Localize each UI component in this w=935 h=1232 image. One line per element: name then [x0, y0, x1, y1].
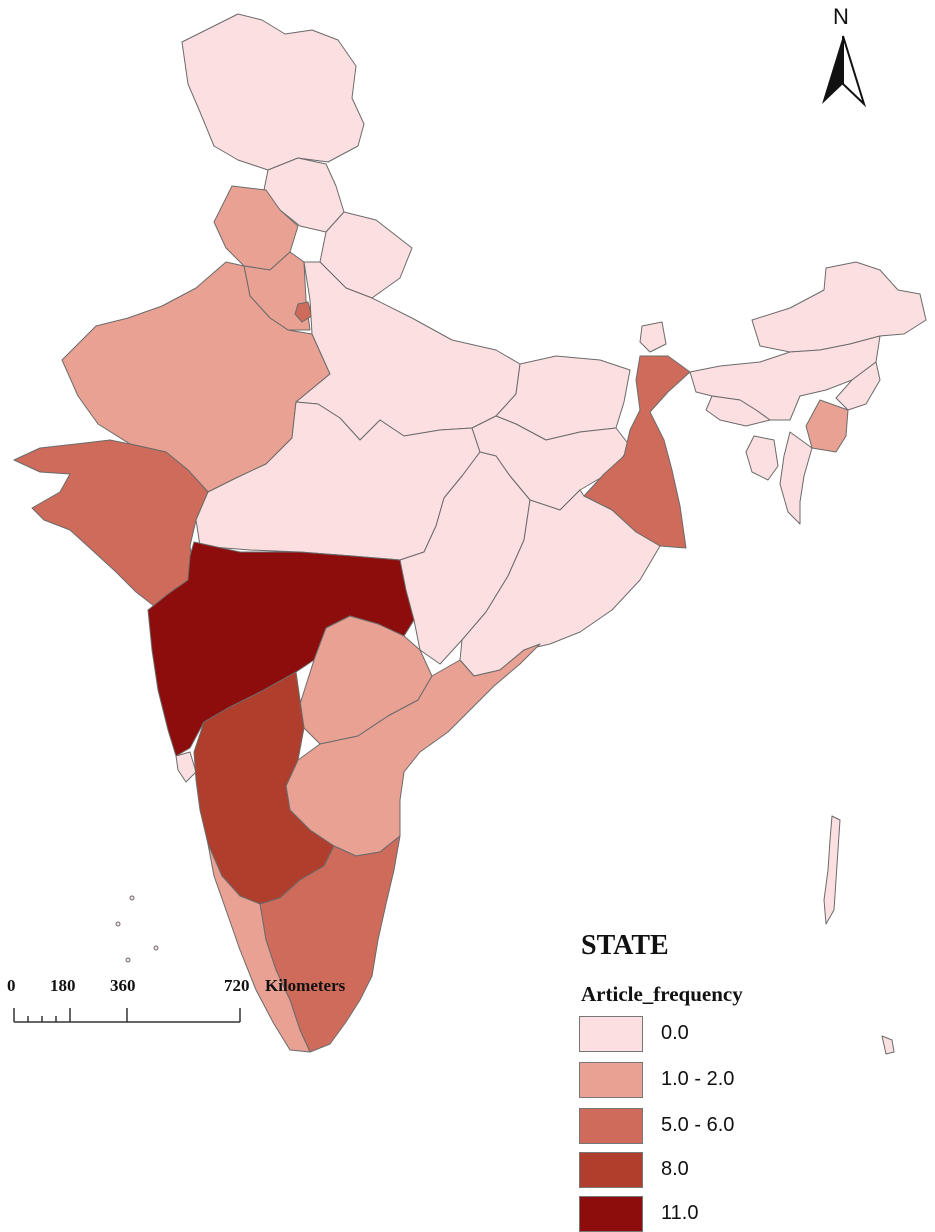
scale-tick-0: 0 [7, 976, 16, 995]
region-delhi[interactable] [294, 301, 313, 323]
legend-swatch-0 [579, 1016, 643, 1052]
region-goa[interactable] [175, 751, 197, 783]
legend-label-2: 5.0 - 6.0 [661, 1114, 735, 1136]
region-mizoram[interactable] [779, 431, 813, 525]
scale-tick-720: 720 [224, 976, 250, 995]
region-jammu-kashmir[interactable] [181, 13, 365, 171]
region-tripura[interactable] [745, 435, 779, 481]
region-chhattisgarh[interactable] [399, 451, 531, 665]
legend-swatch-4 [579, 1196, 643, 1232]
region-manipur[interactable] [805, 399, 849, 453]
region-sikkim[interactable] [639, 321, 667, 353]
legend-label-0: 0.0 [661, 1022, 689, 1044]
scale-tick-360: 360 [110, 976, 136, 995]
region-kerala[interactable] [207, 843, 311, 1053]
legend-title: STATE [581, 930, 669, 961]
region-andaman-nicobar[interactable] [823, 815, 841, 925]
region-lakshadweep[interactable] [115, 895, 159, 963]
legend-label-3: 8.0 [661, 1158, 689, 1180]
region-nicobar-islands[interactable] [881, 1035, 895, 1055]
region-nagaland[interactable] [835, 361, 881, 411]
legend-subtitle: Article_frequency [581, 982, 743, 1006]
legend-label-1: 1.0 - 2.0 [661, 1068, 735, 1090]
scale-tick-180: 180 [50, 976, 76, 995]
region-odisha[interactable] [459, 489, 661, 677]
region-arunachal-pradesh[interactable] [751, 261, 927, 353]
north-arrow-icon [822, 35, 867, 108]
legend-swatch-2 [579, 1108, 643, 1144]
legend-swatch-3 [579, 1152, 643, 1188]
north-label: N [833, 4, 849, 29]
region-meghalaya[interactable] [705, 395, 771, 427]
legend-label-4: 11.0 [661, 1202, 699, 1224]
legend-swatch-1 [579, 1062, 643, 1098]
region-gujarat[interactable] [13, 439, 209, 607]
scale-unit: Kilometers [265, 976, 346, 995]
scale-bar [13, 1008, 241, 1023]
